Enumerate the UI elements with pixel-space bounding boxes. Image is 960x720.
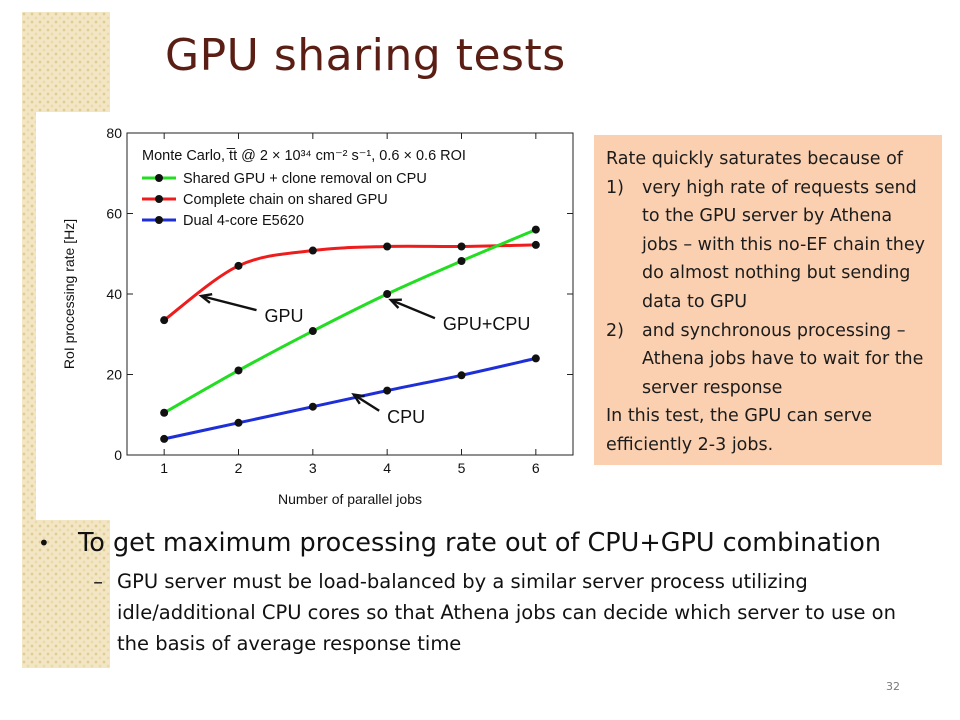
data-point xyxy=(457,256,466,265)
note-conclusion: In this test, the GPU can serve efficien… xyxy=(606,406,873,455)
x-tick-label: 2 xyxy=(235,460,243,476)
legend: Monte Carlo, t̅t @ 2 × 10³⁴ cm⁻² s⁻¹, 0.… xyxy=(142,148,466,229)
bullet-marker: • xyxy=(38,531,50,555)
annotation-arrow xyxy=(390,298,436,320)
legend-label: Dual 4-core E5620 xyxy=(183,213,304,229)
annotation-label: GPU xyxy=(265,306,304,326)
bullet-item: • To get maximum processing rate out of … xyxy=(36,524,936,562)
legend-label: Shared GPU + clone removal on CPU xyxy=(183,171,427,187)
legend-marker xyxy=(155,195,163,203)
explanation-box: Rate quickly saturates because of 1) ver… xyxy=(594,135,942,465)
y-tick-label: 60 xyxy=(106,206,122,222)
slide-title: GPU sharing tests xyxy=(165,30,566,81)
note-item-number: 1) xyxy=(606,177,624,198)
chart-panel: 1 2 3 4 5 6 0 20 40 60 80 GPU GPU+CPU CPU Monte Carl… xyxy=(36,112,584,520)
data-point xyxy=(383,386,392,395)
legend-marker xyxy=(155,174,163,182)
annotation-arrow xyxy=(201,294,257,312)
data-point xyxy=(160,434,169,443)
x-tick-label: 3 xyxy=(309,460,317,476)
series-line xyxy=(163,243,536,322)
data-point xyxy=(234,366,243,375)
data-point xyxy=(234,261,243,270)
data-point xyxy=(531,240,540,249)
series-layer xyxy=(160,225,540,443)
note-item-number: 2) xyxy=(606,320,624,341)
legend-marker xyxy=(155,216,163,224)
data-point xyxy=(457,242,466,251)
bullet-text: To get maximum processing rate out of CP… xyxy=(78,528,881,558)
annotation-label: CPU xyxy=(387,407,425,427)
annotation-arrowhead xyxy=(198,292,213,304)
annotation-arrow xyxy=(353,393,380,412)
data-point xyxy=(234,418,243,427)
legend-label: Complete chain on shared GPU xyxy=(183,192,388,208)
sub-bullet-marker: – xyxy=(93,570,103,593)
data-point xyxy=(308,246,317,255)
x-tick-label: 5 xyxy=(458,460,466,476)
y-axis-label: RoI processing rate [Hz] xyxy=(61,219,77,369)
note-item-text: very high rate of requests send to the G… xyxy=(642,177,926,312)
annotation-label: GPU+CPU xyxy=(443,314,531,334)
bullet-list: • To get maximum processing rate out of … xyxy=(36,524,936,659)
y-tick-label: 0 xyxy=(114,447,122,463)
x-tick-label: 6 xyxy=(532,460,540,476)
data-point xyxy=(160,316,169,325)
x-tick-label: 1 xyxy=(160,460,168,476)
annotation-arrowhead xyxy=(351,393,365,405)
sub-bullet-item: – GPU server must be load-balanced by a … xyxy=(36,566,936,659)
y-tick-label: 80 xyxy=(106,125,122,141)
annotation-arrowhead xyxy=(388,298,402,309)
data-point xyxy=(457,371,466,380)
data-point xyxy=(160,408,169,417)
chart-title: Monte Carlo, t̅t @ 2 × 10³⁴ cm⁻² s⁻¹, 0.… xyxy=(142,148,466,164)
sub-bullet-text: GPU server must be load-balanced by a si… xyxy=(117,570,896,655)
note-intro: Rate quickly saturates because of xyxy=(606,149,903,169)
y-tick-label: 40 xyxy=(106,286,122,302)
data-point xyxy=(383,290,392,298)
annotation-layer: GPU GPU+CPU CPU xyxy=(198,292,531,427)
series-line xyxy=(163,356,537,441)
note-item-text: and synchronous processing – Athena jobs… xyxy=(642,320,924,398)
data-point xyxy=(383,242,392,251)
y-tick-label: 20 xyxy=(106,367,122,383)
x-axis-label: Number of parallel jobs xyxy=(278,491,422,507)
note-item-2: 2) and synchronous processing – Athena j… xyxy=(606,317,932,403)
page-number: 32 xyxy=(886,680,900,693)
note-item-1: 1) very high rate of requests send to th… xyxy=(606,174,932,317)
x-tick-label: 4 xyxy=(383,460,391,476)
data-point xyxy=(531,225,540,234)
data-point xyxy=(308,327,317,336)
data-point xyxy=(531,354,540,363)
data-point xyxy=(308,402,317,411)
